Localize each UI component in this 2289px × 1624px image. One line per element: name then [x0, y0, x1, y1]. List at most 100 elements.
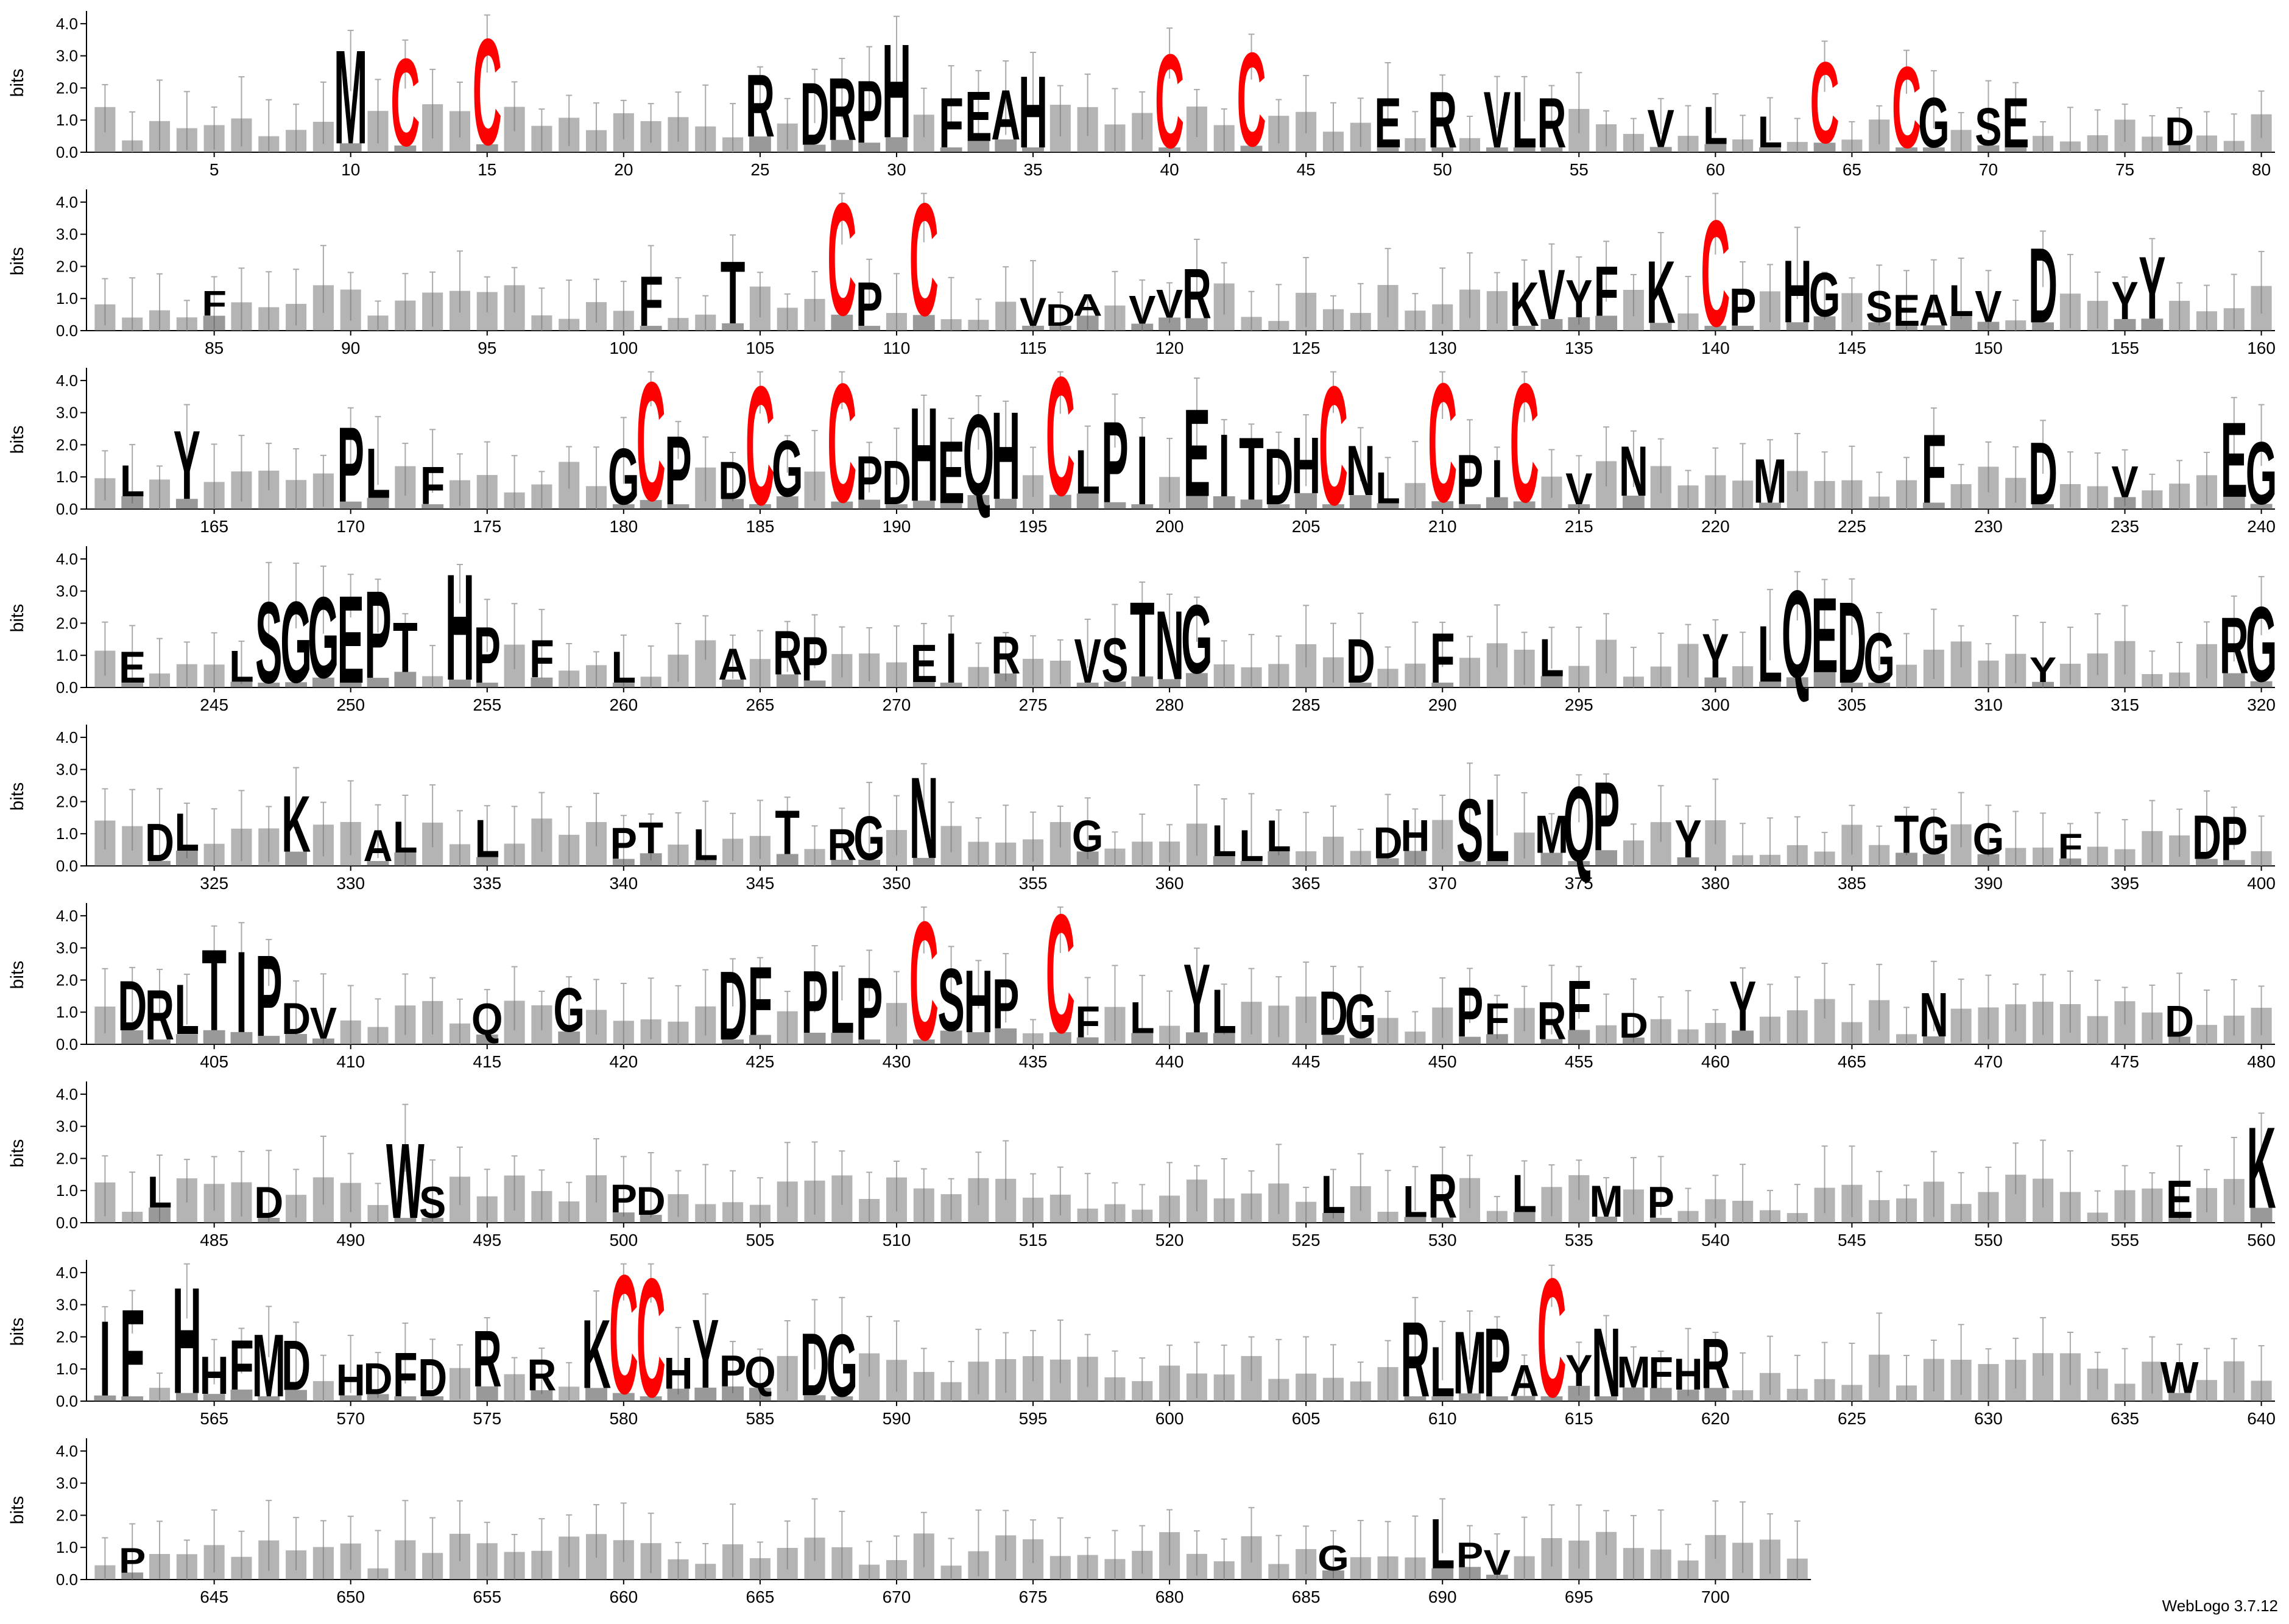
logo-letter: R — [1537, 990, 1566, 1050]
x-tick-label: 105 — [746, 339, 775, 357]
low-info-stack — [2087, 301, 2108, 331]
logo-letter: C — [1237, 26, 1266, 175]
logo-letter: K — [1646, 243, 1676, 343]
x-tick-label: 680 — [1155, 1587, 1184, 1606]
low-info-stack — [1104, 1007, 1126, 1044]
low-info-stack — [449, 1023, 470, 1044]
low-info-stack — [531, 818, 552, 866]
low-info-stack — [1677, 644, 1699, 687]
minor-letters — [1513, 501, 1536, 509]
low-info-stack — [476, 475, 498, 509]
logo-letter: S — [1975, 97, 2002, 157]
low-info-stack — [258, 470, 280, 509]
low-info-stack — [1077, 1357, 1098, 1401]
y-tick-label: 4.0 — [56, 193, 78, 211]
minor-letters — [1868, 322, 1891, 331]
low-info-stack — [1923, 1181, 1944, 1223]
low-info-stack — [1814, 480, 1835, 509]
low-info-stack — [668, 117, 689, 152]
low-info-stack — [1732, 139, 1754, 152]
x-tick-label: 345 — [746, 874, 775, 893]
minor-letters — [585, 1388, 607, 1401]
y-axis-label: bits — [7, 1318, 27, 1346]
minor-letters — [612, 683, 635, 687]
minor-letters — [722, 499, 744, 509]
low-info-stack — [1322, 132, 1344, 152]
minor-letters — [2168, 1393, 2191, 1401]
low-info-stack — [1705, 1022, 1726, 1044]
minor-letters — [1213, 1033, 1235, 1044]
minor-letters — [640, 853, 662, 866]
low-info-stack — [804, 471, 825, 509]
logo-letter: C — [909, 170, 939, 350]
minor-letters — [1185, 318, 1208, 331]
low-info-stack — [886, 1560, 907, 1580]
x-tick-label: 655 — [473, 1587, 501, 1606]
minor-letters — [1295, 493, 1317, 509]
minor-letters — [1513, 326, 1536, 331]
low-info-stack — [1104, 1377, 1126, 1401]
low-info-stack — [640, 1019, 661, 1044]
minor-letters — [1786, 677, 1808, 687]
minor-letters — [175, 1034, 198, 1044]
low-info-stack — [1814, 1379, 1835, 1401]
minor-letters — [1131, 1033, 1154, 1044]
low-info-stack — [559, 462, 580, 509]
low-info-stack — [1186, 1553, 1207, 1580]
low-info-stack — [2114, 1001, 2136, 1044]
low-info-stack — [886, 1177, 907, 1223]
low-info-stack — [777, 308, 798, 331]
low-info-stack — [1732, 1390, 1754, 1401]
low-info-stack — [1241, 317, 1262, 331]
logo-letter: C — [1155, 27, 1184, 176]
minor-letters — [258, 1036, 280, 1044]
low-info-stack — [1896, 1034, 1917, 1044]
low-info-stack — [2059, 664, 2081, 687]
logo-letter: R — [827, 60, 856, 160]
logo-letter: P — [1484, 1308, 1511, 1418]
logo-letter: R — [827, 820, 856, 870]
minor-letters — [1922, 147, 1945, 152]
low-info-stack — [1159, 477, 1180, 509]
low-info-stack — [1432, 304, 1453, 331]
y-tick-label: 1.0 — [56, 1538, 78, 1556]
low-info-stack — [2059, 484, 2081, 509]
logo-letter: L — [612, 642, 637, 692]
y-axis-label: bits — [7, 1139, 27, 1168]
low-info-stack — [2005, 320, 2026, 331]
low-info-stack — [1814, 1187, 1835, 1223]
minor-letters — [175, 499, 198, 509]
x-tick-label: 590 — [883, 1409, 911, 1428]
logo-letter: S — [1456, 781, 1483, 881]
minor-letters — [1159, 147, 1181, 152]
low-info-stack — [1023, 1033, 1044, 1044]
low-info-stack — [1049, 822, 1071, 866]
x-tick-label: 575 — [473, 1409, 501, 1428]
low-info-stack — [1296, 996, 1317, 1044]
logo-letter: F — [748, 946, 773, 1056]
minor-letters — [1431, 1396, 1454, 1401]
low-info-stack — [1350, 1381, 1371, 1401]
x-tick-label: 10 — [341, 160, 360, 179]
low-info-stack — [286, 304, 307, 331]
x-tick-label: 65 — [1843, 160, 1861, 179]
y-tick-label: 2.0 — [56, 971, 78, 989]
low-info-stack — [1705, 475, 1726, 509]
low-info-stack — [559, 118, 580, 152]
low-info-stack — [504, 107, 525, 152]
low-info-stack — [1350, 312, 1371, 331]
low-info-stack — [1213, 125, 1235, 152]
low-info-stack — [1459, 658, 1481, 687]
logo-letter: Y — [1565, 269, 1592, 329]
logo-letter: H — [964, 952, 993, 1052]
x-tick-label: 280 — [1155, 695, 1184, 714]
low-info-stack — [2223, 141, 2245, 152]
x-tick-label: 135 — [1565, 339, 1593, 357]
minor-letters — [1677, 857, 1699, 866]
logo-letter: P — [364, 566, 391, 705]
low-info-stack — [1104, 124, 1126, 152]
logo-letter: L — [1512, 75, 1537, 165]
logo-letter: N — [1346, 432, 1375, 511]
low-info-stack — [1405, 1032, 1426, 1044]
logo-letter: D — [1319, 979, 1348, 1049]
